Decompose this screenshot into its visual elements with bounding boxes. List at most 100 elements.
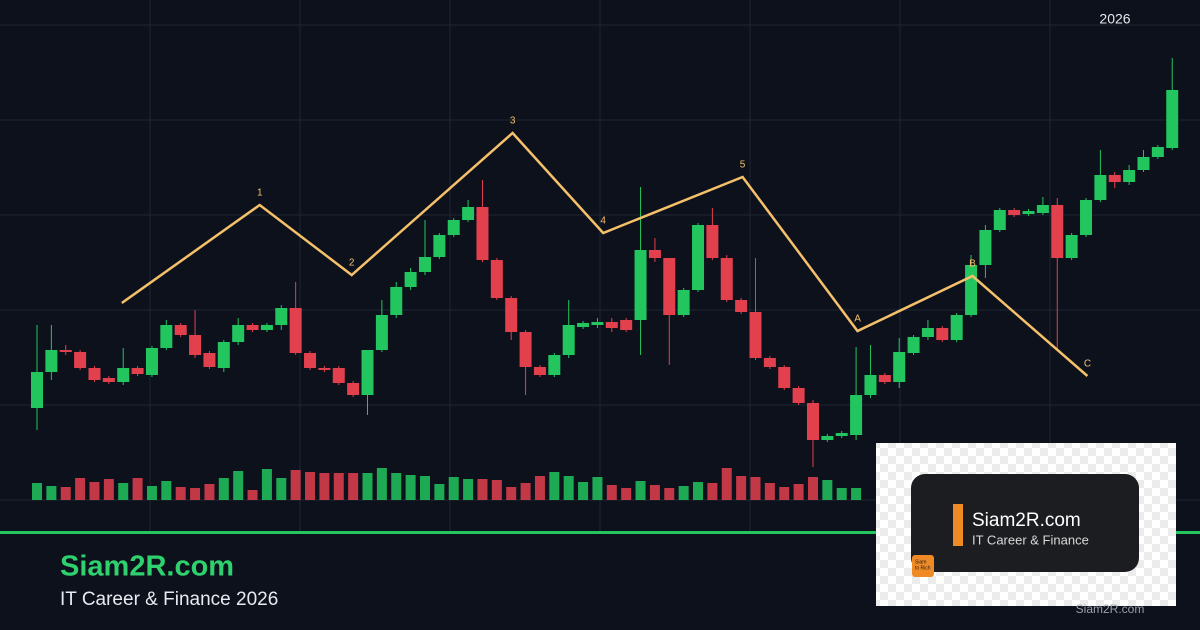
wave-label: A — [854, 314, 861, 325]
watermark: Siam2R.com — [1076, 602, 1145, 616]
candle-body — [778, 367, 791, 388]
volume-bar — [463, 479, 474, 500]
candle-body — [304, 353, 317, 368]
volume-bar — [678, 486, 689, 500]
candle-body — [260, 325, 273, 330]
volume-bar — [376, 468, 387, 500]
candle-body — [692, 225, 705, 290]
volume-bar — [290, 470, 301, 500]
candle-body — [145, 348, 158, 375]
wave-label: 1 — [257, 188, 263, 199]
candle-body — [821, 436, 834, 440]
candle-body — [921, 328, 934, 337]
candle-body — [433, 235, 446, 257]
candle-body — [835, 433, 848, 436]
volume-bar — [448, 477, 459, 500]
wave-line — [121, 131, 1089, 377]
candle-body — [907, 337, 920, 353]
candle-body — [519, 332, 532, 367]
volume-bar — [190, 488, 201, 500]
candle-body — [979, 230, 992, 265]
candle-body — [663, 258, 676, 315]
candle-body — [174, 325, 187, 335]
year-label: 2026 — [1099, 11, 1130, 27]
candle-body — [1137, 157, 1150, 170]
divider — [0, 531, 1200, 534]
volume-bar — [405, 475, 416, 500]
candle-body — [950, 315, 963, 340]
candle-body — [332, 368, 345, 383]
candle-body — [850, 395, 863, 435]
candle-body — [577, 323, 590, 327]
logo-bar — [953, 504, 963, 546]
volume-bar — [175, 487, 186, 500]
candle-body — [375, 315, 388, 350]
volume-bar — [60, 487, 71, 500]
candle-body — [203, 353, 216, 367]
volume-bar — [477, 479, 488, 500]
volume-bar — [103, 479, 114, 500]
candle-body — [217, 342, 230, 368]
candle-body — [1008, 210, 1021, 215]
candle-body — [232, 325, 245, 342]
candle-body — [605, 322, 618, 328]
volume-bar — [693, 482, 704, 500]
candle-body — [735, 300, 748, 312]
volume-bar — [434, 484, 445, 500]
volume-bar — [89, 482, 100, 500]
volume-bar — [161, 481, 172, 500]
candle-body — [1036, 205, 1049, 213]
candle-body — [117, 368, 130, 382]
volume-bar — [333, 473, 344, 500]
grid — [0, 0, 1200, 532]
volume-bar — [305, 472, 316, 500]
candle-body — [275, 308, 288, 325]
brand-title: Siam2R.com — [60, 551, 234, 583]
candle-body — [965, 265, 978, 315]
candle-body — [160, 325, 173, 348]
candle-body — [347, 383, 360, 395]
logo-overlay: Siam2R.com IT Career & Finance Siam to R… — [876, 443, 1176, 616]
candle-body — [490, 260, 503, 298]
volume-bar — [721, 468, 732, 500]
badge-line: Siam — [915, 559, 926, 565]
volume-bar — [506, 487, 517, 500]
logo-card — [911, 474, 1139, 572]
candle-body — [45, 350, 58, 372]
candle-body — [806, 403, 819, 440]
volume-bar — [764, 483, 775, 500]
candle-body — [189, 335, 202, 355]
candle-body — [878, 375, 891, 382]
wave-label: 3 — [510, 116, 516, 127]
candle-body — [792, 388, 805, 403]
candle-body — [1123, 170, 1136, 182]
volume-bar — [146, 486, 157, 500]
candle-body — [864, 375, 877, 395]
volume-bar — [822, 480, 833, 500]
volume-bar — [319, 473, 330, 500]
wave-label: 2 — [349, 258, 355, 269]
candle-body — [1108, 175, 1121, 182]
wave-label: B — [969, 259, 976, 270]
volume-bar — [779, 487, 790, 500]
candle-body — [476, 207, 489, 260]
candle-body — [418, 257, 431, 272]
candle-body — [88, 368, 101, 380]
volume-bar — [419, 476, 430, 500]
candle-body — [562, 325, 575, 355]
candle-body — [59, 350, 72, 352]
candle-body — [634, 250, 647, 320]
volume-bar — [578, 482, 589, 500]
wave-label: 4 — [600, 216, 606, 227]
volume-bar — [261, 469, 272, 500]
volume-bar — [664, 488, 675, 500]
candle-body — [749, 312, 762, 358]
volume-bar — [592, 477, 603, 500]
candle-body — [404, 272, 417, 287]
candle-body — [447, 220, 460, 235]
wave-label: 5 — [740, 160, 746, 171]
volume-bar — [75, 478, 86, 500]
candle-body — [1151, 147, 1164, 157]
volume-bar — [606, 485, 617, 500]
volume-bar — [534, 476, 545, 500]
